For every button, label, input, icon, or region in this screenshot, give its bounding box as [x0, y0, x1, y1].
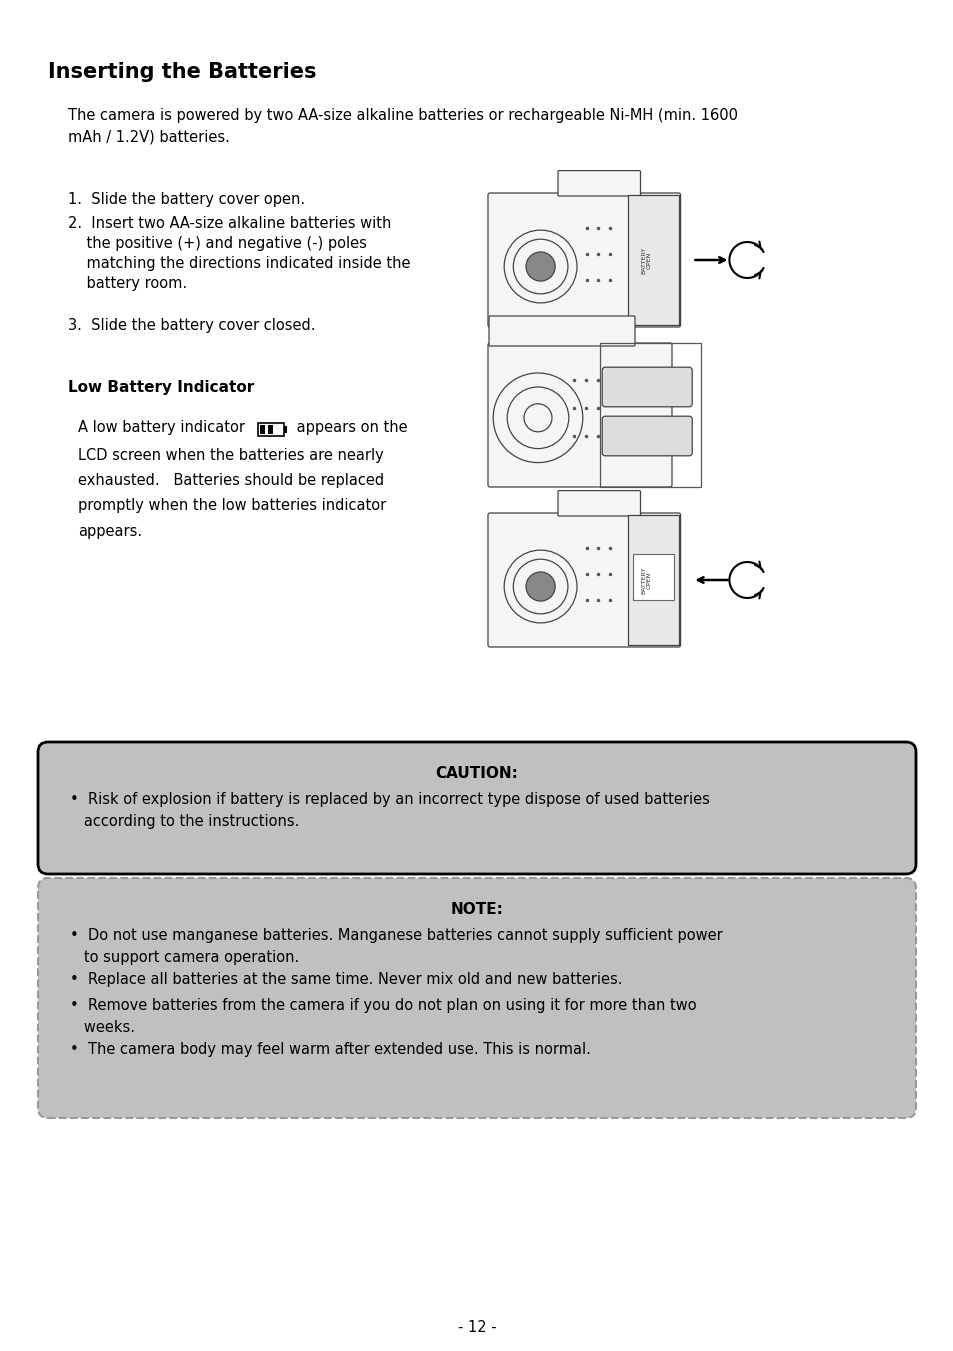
FancyBboxPatch shape [489, 316, 635, 346]
Text: the positive (+) and negative (-) poles: the positive (+) and negative (-) poles [68, 236, 367, 251]
Text: 3.  Slide the battery cover closed.: 3. Slide the battery cover closed. [68, 317, 315, 332]
Text: BATTERY
OPEN: BATTERY OPEN [640, 566, 651, 593]
Text: The camera is powered by two AA-size alkaline batteries or rechargeable Ni-MH (m: The camera is powered by two AA-size alk… [68, 108, 738, 145]
Bar [260, 426, 265, 434]
Text: appears on the: appears on the [292, 420, 407, 435]
Text: battery room.: battery room. [68, 276, 187, 290]
Text: LCD screen when the batteries are nearly
exhausted.   Batteries should be replac: LCD screen when the batteries are nearly… [78, 449, 386, 539]
Bar [599, 343, 700, 486]
Text: CAUTION:: CAUTION: [436, 766, 517, 781]
Text: •  Risk of explosion if battery is replaced by an incorrect type dispose of used: • Risk of explosion if battery is replac… [70, 792, 709, 828]
Text: •  Do not use manganese batteries. Manganese batteries cannot supply sufficient : • Do not use manganese batteries. Mangan… [70, 928, 722, 965]
FancyBboxPatch shape [601, 416, 692, 455]
Bar [268, 426, 273, 434]
Circle shape [525, 251, 555, 281]
Text: 2.  Insert two AA-size alkaline batteries with: 2. Insert two AA-size alkaline batteries… [68, 216, 391, 231]
FancyBboxPatch shape [558, 170, 639, 196]
FancyBboxPatch shape [38, 742, 915, 874]
Text: - 12 -: - 12 - [457, 1320, 496, 1335]
Text: 1.  Slide the battery cover open.: 1. Slide the battery cover open. [68, 192, 305, 207]
Text: NOTE:: NOTE: [450, 902, 503, 917]
Text: Low Battery Indicator: Low Battery Indicator [68, 380, 254, 394]
Text: BATTERY
OPEN: BATTERY OPEN [640, 246, 651, 274]
Text: •  Replace all batteries at the same time. Never mix old and new batteries.: • Replace all batteries at the same time… [70, 971, 622, 988]
Bar [632, 554, 673, 600]
FancyBboxPatch shape [38, 878, 915, 1119]
FancyBboxPatch shape [488, 343, 671, 486]
Bar [257, 423, 284, 436]
Text: •  The camera body may feel warm after extended use. This is normal.: • The camera body may feel warm after ex… [70, 1042, 590, 1056]
Text: Inserting the Batteries: Inserting the Batteries [48, 62, 316, 82]
Bar [284, 426, 287, 434]
FancyBboxPatch shape [488, 513, 679, 647]
FancyBboxPatch shape [601, 367, 692, 407]
Bar [627, 195, 678, 326]
FancyBboxPatch shape [558, 490, 639, 516]
Text: •  Remove batteries from the camera if you do not plan on using it for more than: • Remove batteries from the camera if yo… [70, 998, 696, 1035]
Circle shape [525, 571, 555, 601]
Bar [627, 515, 678, 644]
Text: matching the directions indicated inside the: matching the directions indicated inside… [68, 255, 410, 272]
FancyBboxPatch shape [488, 193, 679, 327]
Text: A low battery indicator: A low battery indicator [78, 420, 250, 435]
